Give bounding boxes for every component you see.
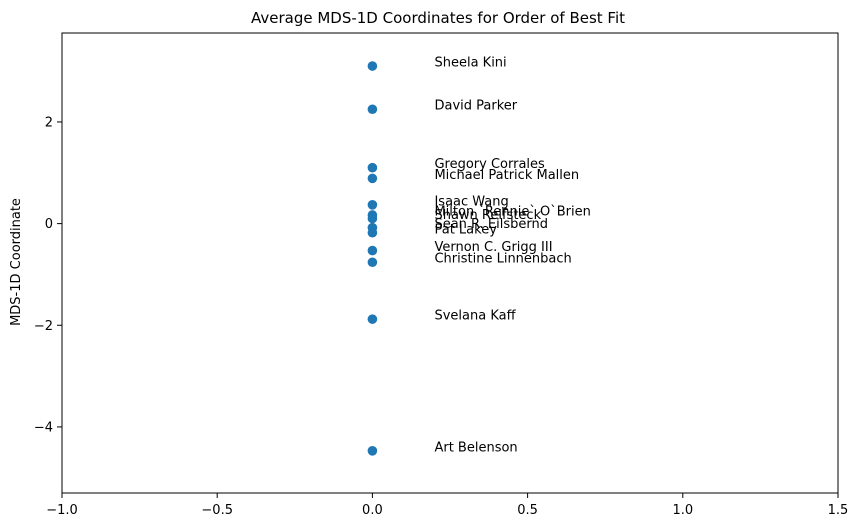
x-tick-label: 0.0 — [362, 503, 383, 518]
point-label: Sean R. Eilsbernd — [434, 217, 547, 232]
scatter-point — [367, 314, 378, 324]
y-tick-label: −2 — [34, 319, 53, 334]
scatter-point — [367, 245, 378, 256]
scatter-point — [367, 213, 378, 224]
scatter-point — [367, 446, 378, 456]
scatter-point — [367, 200, 378, 210]
scatter-point — [367, 257, 378, 268]
y-tick-label: 0 — [45, 217, 53, 232]
x-tick-label: −0.5 — [201, 503, 233, 518]
point-label: Isaac Wang — [434, 194, 508, 209]
scatter-point — [367, 104, 378, 115]
point-label: David Parker — [434, 99, 517, 114]
point-label: Christine Linnenbach — [434, 252, 571, 267]
point-label: Gregory Corrales — [434, 157, 545, 172]
point-label: Svelana Kaff — [434, 309, 516, 324]
scatter-point — [367, 61, 378, 71]
x-tick-label: 0.5 — [517, 503, 538, 518]
point-label: Sheela Kini — [434, 56, 506, 71]
point-label: Vernon C. Grigg III — [434, 240, 552, 255]
point-label: Michael Patrick Mallen — [434, 168, 579, 183]
plot-frame — [61, 32, 839, 494]
scatter-point — [367, 227, 378, 238]
point-label: Milton `Rennie` O`Brien — [434, 204, 590, 219]
x-tick-label: 1.5 — [828, 503, 849, 518]
point-label: Art Belenson — [434, 440, 517, 455]
chart-title: Average MDS-1D Coordinates for Order of … — [251, 9, 625, 27]
y-tick-label: 2 — [45, 115, 53, 130]
x-tick-label: 1.0 — [672, 503, 693, 518]
scatter-point — [367, 162, 378, 173]
point-label: Pat Lakey — [434, 222, 497, 237]
x-tick-label: −1.0 — [46, 503, 78, 518]
plot-area: −1.0 −0.5 0.0 0.5 1.0 1.5 −4 −2 0 2 Sheela Kini Dav… — [34, 32, 849, 518]
y-tick-label: −4 — [34, 420, 53, 435]
point-label: Shawn Reifsteck — [434, 208, 541, 223]
y-axis-label: MDS-1D Coordinate — [9, 198, 24, 326]
scatter-point — [367, 173, 378, 184]
